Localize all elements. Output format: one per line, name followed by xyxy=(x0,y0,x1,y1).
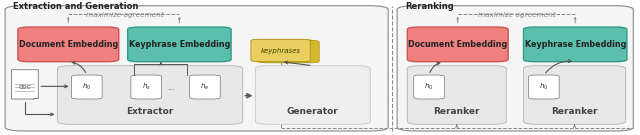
Text: $h_e$: $h_e$ xyxy=(200,82,210,92)
FancyBboxPatch shape xyxy=(529,75,559,99)
Text: Generator: Generator xyxy=(287,107,339,116)
Text: Document Embedding: Document Embedding xyxy=(408,40,508,49)
FancyBboxPatch shape xyxy=(255,66,371,124)
FancyBboxPatch shape xyxy=(72,75,102,99)
FancyBboxPatch shape xyxy=(407,66,506,124)
Text: maximize agreement: maximize agreement xyxy=(86,12,163,18)
FancyBboxPatch shape xyxy=(407,27,508,62)
FancyBboxPatch shape xyxy=(260,40,319,63)
FancyBboxPatch shape xyxy=(397,6,634,131)
FancyBboxPatch shape xyxy=(251,39,310,62)
Text: Reranking: Reranking xyxy=(404,2,454,11)
Text: Keyphrase Embedding: Keyphrase Embedding xyxy=(525,40,626,49)
FancyBboxPatch shape xyxy=(128,27,231,62)
FancyBboxPatch shape xyxy=(524,66,626,124)
FancyBboxPatch shape xyxy=(524,27,627,62)
Text: Reranker: Reranker xyxy=(551,107,598,116)
Text: $h_s$: $h_s$ xyxy=(141,82,151,92)
Polygon shape xyxy=(12,70,38,99)
Text: $h_0$: $h_0$ xyxy=(424,82,434,92)
Text: $h_0$: $h_0$ xyxy=(539,82,548,92)
Text: maximize agreement: maximize agreement xyxy=(478,12,556,18)
FancyBboxPatch shape xyxy=(58,66,243,124)
Text: keyphrases: keyphrases xyxy=(260,48,301,53)
Text: Keyphrase Embedding: Keyphrase Embedding xyxy=(129,40,230,49)
FancyBboxPatch shape xyxy=(5,6,388,131)
Text: ...: ... xyxy=(167,82,175,92)
Text: $h_0$: $h_0$ xyxy=(82,82,92,92)
Text: Extractor: Extractor xyxy=(127,107,173,116)
Text: Reranker: Reranker xyxy=(433,107,480,116)
FancyBboxPatch shape xyxy=(189,75,220,99)
Text: Document Embedding: Document Embedding xyxy=(19,40,118,49)
FancyBboxPatch shape xyxy=(255,40,315,62)
FancyBboxPatch shape xyxy=(413,75,444,99)
FancyBboxPatch shape xyxy=(18,27,119,62)
Text: doc: doc xyxy=(19,84,31,90)
FancyBboxPatch shape xyxy=(131,75,161,99)
Text: Extraction and Generation: Extraction and Generation xyxy=(13,2,138,11)
